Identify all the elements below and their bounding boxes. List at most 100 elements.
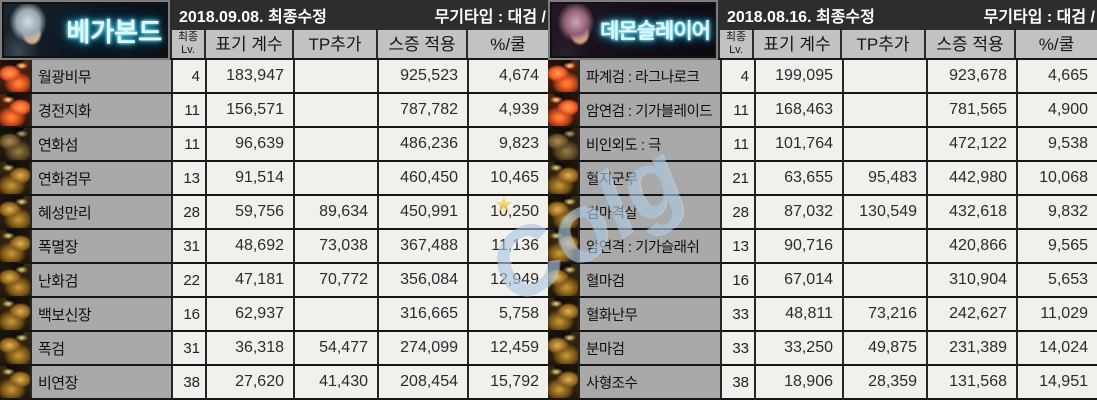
swell-value: 131,568 bbox=[926, 366, 1016, 398]
tp-value: 95,483 bbox=[842, 162, 926, 194]
table-row: 백보신장 16 62,937 316,665 5,758 bbox=[0, 298, 548, 332]
percool-value: 12,459 bbox=[467, 332, 548, 364]
table-row: 암연검 : 기가블레이드 11 168,463 781,565 4,900 bbox=[548, 94, 1097, 128]
skill-level: 11 bbox=[720, 94, 754, 126]
skill-level: 11 bbox=[171, 94, 205, 126]
swell-value: 442,980 bbox=[926, 162, 1016, 194]
tp-value: 70,772 bbox=[293, 264, 377, 296]
tp-value bbox=[842, 264, 926, 296]
tp-value: 41,430 bbox=[293, 366, 377, 398]
swell-value: 274,099 bbox=[377, 332, 467, 364]
skill-icon bbox=[0, 366, 30, 398]
character-name: 데몬슬레이어 bbox=[600, 20, 711, 43]
skill-name: 혈화난무 bbox=[578, 298, 720, 330]
table-row: 암연격 : 기가슬래쉬 13 90,716 420,866 9,565 bbox=[548, 230, 1097, 264]
percool-value: 9,832 bbox=[1016, 196, 1097, 228]
skill-level: 16 bbox=[720, 264, 754, 296]
skill-icon bbox=[548, 60, 578, 92]
percool-value: 5,653 bbox=[1016, 264, 1097, 296]
swell-value: 450,991 bbox=[377, 196, 467, 228]
character-name: 베가본드 bbox=[66, 16, 162, 47]
coef-value: 168,463 bbox=[754, 94, 842, 126]
tp-value: 49,875 bbox=[842, 332, 926, 364]
coef-value: 67,014 bbox=[754, 264, 842, 296]
coef-value: 183,947 bbox=[205, 60, 293, 92]
ornament-icon bbox=[548, 60, 578, 92]
percool-value: 10,068 bbox=[1016, 162, 1097, 194]
skill-name: 검마격살 bbox=[578, 196, 720, 228]
skill-level: 16 bbox=[171, 298, 205, 330]
coef-value: 33,250 bbox=[754, 332, 842, 364]
skill-name: 비인외도 : 극 bbox=[578, 128, 720, 160]
skill-name: 파계검 : 라그나로크 bbox=[578, 60, 720, 92]
coef-value: 27,620 bbox=[205, 366, 293, 398]
character-portrait bbox=[4, 4, 66, 56]
swell-value: 231,389 bbox=[926, 332, 1016, 364]
skill-icon bbox=[548, 128, 578, 160]
ornament-icon bbox=[548, 264, 578, 296]
skill-name: 혜성만리 bbox=[30, 196, 171, 228]
skill-icon bbox=[0, 162, 30, 194]
coef-value: 87,032 bbox=[754, 196, 842, 228]
weapon-type-label: 무기타입 : 대검 / bbox=[434, 9, 546, 26]
swell-value: 356,084 bbox=[377, 264, 467, 296]
table-row: 연화섬 11 96,639 486,236 9,823 bbox=[0, 128, 548, 162]
coef-value: 48,692 bbox=[205, 230, 293, 262]
skill-name: 비연장 bbox=[30, 366, 171, 398]
skill-icon bbox=[0, 128, 30, 160]
swell-value: 367,488 bbox=[377, 230, 467, 262]
swell-value: 787,782 bbox=[377, 94, 467, 126]
table-row: 사형조수 38 18,906 28,359 131,568 14,951 bbox=[548, 366, 1097, 400]
skill-level: 33 bbox=[720, 298, 754, 330]
ornament-icon bbox=[548, 162, 578, 194]
skill-name: 연화섬 bbox=[30, 128, 171, 160]
col-header-percool: %/쿨 bbox=[466, 30, 548, 58]
tp-value: 54,477 bbox=[293, 332, 377, 364]
ornament-icon bbox=[0, 298, 30, 330]
percool-value: 5,758 bbox=[467, 298, 548, 330]
skill-level: 38 bbox=[171, 366, 205, 398]
table-row: 경전지화 11 156,571 787,782 4,939 bbox=[0, 94, 548, 128]
ornament-icon bbox=[548, 298, 578, 330]
skill-name: 폭검 bbox=[30, 332, 171, 364]
swell-value: 432,618 bbox=[926, 196, 1016, 228]
skill-level: 13 bbox=[171, 162, 205, 194]
swell-value: 486,236 bbox=[377, 128, 467, 160]
skill-name: 난화검 bbox=[30, 264, 171, 296]
swell-value: 316,665 bbox=[377, 298, 467, 330]
coef-value: 62,937 bbox=[205, 298, 293, 330]
table-row: 월광비무 4 183,947 925,523 4,674 bbox=[0, 60, 548, 94]
table-row: 비인외도 : 극 11 101,764 472,122 9,538 bbox=[548, 128, 1097, 162]
col-header-level: 최종 Lv. bbox=[170, 30, 204, 58]
col-header-tp: TP추가 bbox=[840, 30, 924, 58]
percool-value: 9,565 bbox=[1016, 230, 1097, 262]
percool-value: 12,949 bbox=[467, 264, 548, 296]
ornament-icon bbox=[0, 196, 30, 228]
ornament-icon bbox=[548, 128, 578, 160]
skill-icon bbox=[0, 196, 30, 228]
ornament-icon bbox=[0, 264, 30, 296]
percool-value: 10,250 bbox=[467, 196, 548, 228]
col-header-percool: %/쿨 bbox=[1014, 30, 1097, 58]
skill-name: 암연검 : 기가블레이드 bbox=[578, 94, 720, 126]
skill-name: 월광비무 bbox=[30, 60, 171, 92]
col-header-coefficient: 표기 계수 bbox=[752, 30, 840, 58]
col-header-level: 최종 Lv. bbox=[718, 30, 752, 58]
last-modified-label: 2018.08.16. 최종수정 bbox=[727, 9, 875, 26]
swell-value: 460,450 bbox=[377, 162, 467, 194]
ornament-icon bbox=[0, 366, 30, 398]
skill-icon bbox=[548, 230, 578, 262]
skill-icon bbox=[548, 264, 578, 296]
tp-value: 89,634 bbox=[293, 196, 377, 228]
skill-level: 4 bbox=[171, 60, 205, 92]
panel-vagabond: 베가본드 2018.09.08. 최종수정 무기타입 : 대검 / 최종 Lv.… bbox=[0, 0, 548, 400]
ornament-icon bbox=[548, 332, 578, 364]
ornament-icon bbox=[548, 94, 578, 126]
title-bar: 2018.09.08. 최종수정 무기타입 : 대검 / bbox=[170, 0, 548, 30]
coef-value: 18,906 bbox=[754, 366, 842, 398]
coef-value: 47,181 bbox=[205, 264, 293, 296]
skill-name: 연화검무 bbox=[30, 162, 171, 194]
skill-icon bbox=[548, 196, 578, 228]
ornament-icon bbox=[0, 128, 30, 160]
